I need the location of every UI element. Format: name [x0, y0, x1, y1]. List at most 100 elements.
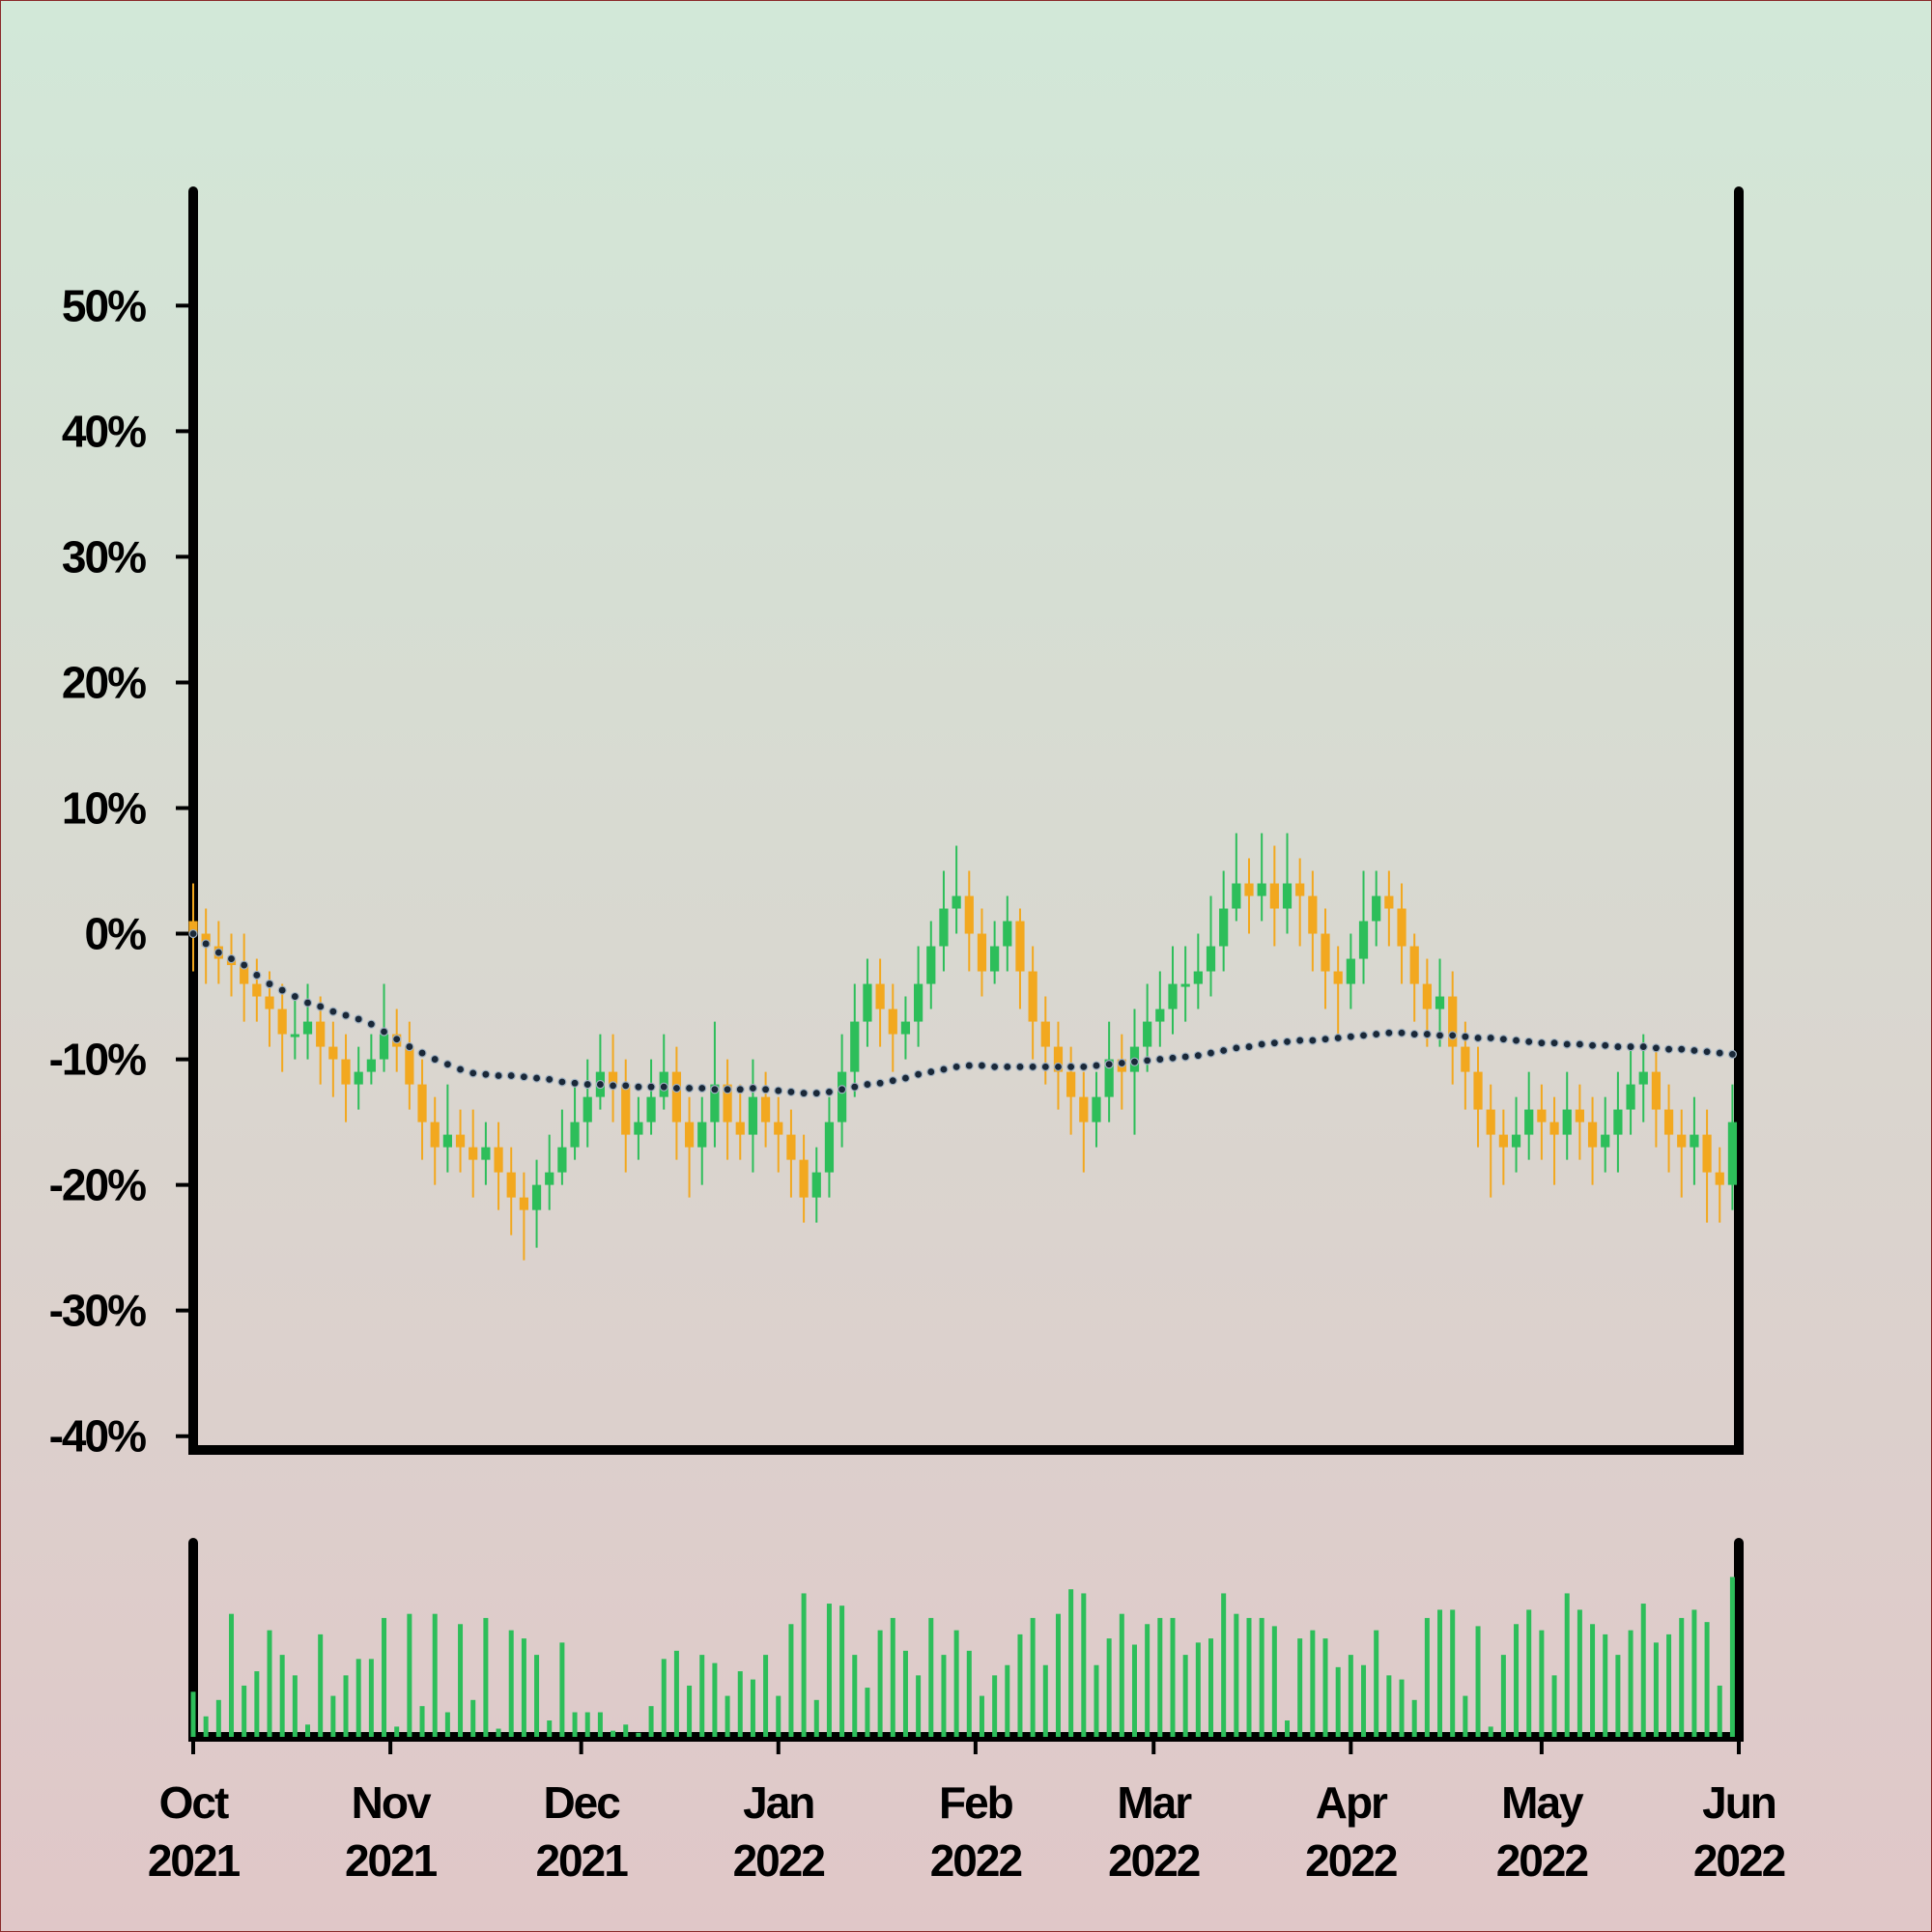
volume-bar	[1335, 1666, 1341, 1737]
moving-average-point	[1626, 1041, 1635, 1052]
volume-bar	[928, 1617, 934, 1737]
candle-body	[964, 895, 974, 934]
candle-body	[799, 1159, 809, 1198]
candle-body	[1066, 1071, 1076, 1097]
volume-bar	[343, 1675, 349, 1737]
candle-body	[188, 921, 198, 934]
moving-average-point	[838, 1085, 847, 1094]
moving-average-point	[621, 1081, 631, 1091]
volume-bar	[1551, 1675, 1557, 1737]
moving-average-point	[710, 1085, 720, 1094]
volume-bar	[229, 1613, 235, 1737]
volume-bar	[852, 1655, 858, 1737]
volume-bar	[1386, 1675, 1392, 1737]
volume-bar	[1361, 1664, 1367, 1737]
volume-bar	[992, 1675, 998, 1737]
y-tick-label: -20%	[49, 1160, 146, 1210]
moving-average-point	[1409, 1029, 1419, 1039]
volume-bar	[432, 1613, 438, 1737]
moving-average-point	[469, 1068, 478, 1078]
candle-body	[786, 1134, 796, 1160]
moving-average-point	[531, 1073, 542, 1083]
moving-average-point	[1308, 1036, 1318, 1045]
moving-average-point	[1587, 1040, 1598, 1050]
volume-bar	[1081, 1593, 1087, 1737]
candle-body	[1346, 958, 1355, 984]
volume-bar	[636, 1732, 641, 1737]
volume-bar	[1463, 1695, 1468, 1737]
moving-average-point	[1104, 1060, 1114, 1069]
moving-average-point	[366, 1019, 376, 1029]
moving-average-point	[1435, 1031, 1445, 1040]
moving-average-point	[1702, 1047, 1712, 1057]
moving-average-point	[1663, 1044, 1674, 1054]
moving-average-point	[1028, 1062, 1037, 1071]
moving-average-point	[455, 1065, 466, 1074]
volume-bar	[1603, 1634, 1608, 1737]
x-tick-label: May 2022	[1496, 1777, 1588, 1886]
candle-body	[748, 1096, 758, 1135]
candle-body	[1715, 1172, 1724, 1185]
moving-average-point	[1295, 1036, 1305, 1045]
volume-bar	[1653, 1642, 1659, 1737]
candle-body	[570, 1122, 580, 1148]
volume-bar	[1348, 1655, 1353, 1737]
volume-bar	[1234, 1613, 1239, 1737]
volume-bar	[1157, 1617, 1163, 1737]
volume-bar	[190, 1691, 196, 1737]
moving-average-point	[519, 1072, 528, 1082]
candle-body	[1677, 1134, 1687, 1148]
candle-body	[939, 908, 949, 947]
volume-bar	[1094, 1664, 1099, 1737]
volume-bar	[1411, 1699, 1417, 1737]
candle-body	[277, 1009, 287, 1035]
y-tick-label: 50%	[62, 280, 146, 330]
moving-average-point	[1117, 1058, 1126, 1068]
candle-body	[481, 1147, 491, 1160]
candle-body	[1219, 908, 1229, 947]
moving-average-point	[1448, 1031, 1458, 1040]
moving-average-point	[506, 1070, 516, 1081]
moving-average-point	[545, 1074, 554, 1084]
volume-bar	[242, 1685, 247, 1737]
moving-average-point	[900, 1073, 911, 1083]
volume-bar	[1285, 1720, 1291, 1737]
volume-bar	[1450, 1609, 1456, 1737]
volume-bar	[1679, 1617, 1685, 1737]
volume-bar	[966, 1650, 972, 1737]
candle-body	[1053, 1046, 1064, 1072]
candle-body	[863, 983, 872, 1022]
volume-bar	[712, 1662, 718, 1737]
moving-average-point	[277, 985, 287, 995]
moving-average-point	[1638, 1041, 1648, 1052]
volume-bar	[559, 1642, 565, 1737]
moving-average-point	[1180, 1052, 1190, 1062]
volume-bar	[1145, 1624, 1151, 1737]
candle-body	[1613, 1109, 1623, 1135]
moving-average-point	[697, 1083, 707, 1094]
moving-average-point	[1244, 1041, 1254, 1052]
candle-body	[760, 1096, 771, 1122]
volume-bar	[1691, 1609, 1697, 1737]
moving-average-point	[824, 1087, 835, 1096]
volume-bar	[750, 1679, 755, 1737]
candle-body	[1358, 921, 1369, 959]
volume-bar	[1322, 1638, 1328, 1737]
moving-average-point	[1219, 1045, 1229, 1056]
candle-body	[1511, 1134, 1521, 1148]
volume-bar	[673, 1650, 679, 1737]
volume-bar	[382, 1617, 387, 1737]
candle-body	[634, 1122, 643, 1135]
volume-bar	[1729, 1577, 1735, 1737]
volume-bar	[203, 1716, 209, 1737]
candle-body	[430, 1122, 440, 1148]
candle-body	[531, 1184, 542, 1210]
candle-body	[519, 1197, 528, 1210]
volume-bar	[1042, 1664, 1048, 1737]
moving-average-point	[557, 1077, 567, 1087]
moving-average-point	[1524, 1037, 1534, 1046]
volume-bar	[1182, 1655, 1188, 1737]
moving-average-point	[1257, 1039, 1266, 1049]
candle-body	[608, 1071, 618, 1085]
